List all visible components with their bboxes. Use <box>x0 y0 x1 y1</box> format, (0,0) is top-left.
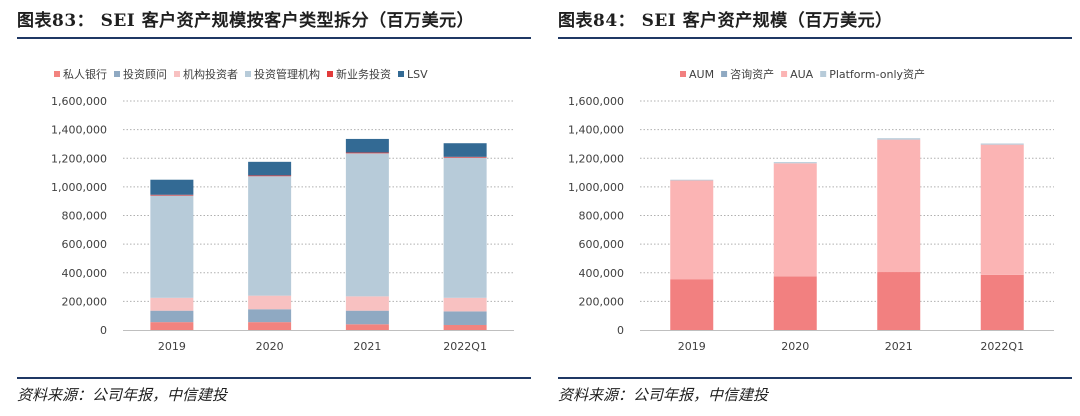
bar-segment <box>345 296 389 311</box>
chart-title: 图表83： SEI 客户资产规模按客户类型拆分（百万美元） <box>17 11 475 31</box>
source-rule <box>17 377 531 379</box>
legend-label: 机构投资者 <box>183 67 238 81</box>
y-tick-label: 200,000 <box>62 295 108 308</box>
bar-segment <box>248 309 292 323</box>
y-tick-label: 400,000 <box>579 267 625 280</box>
legend-label: AUM <box>689 68 714 81</box>
chart-panel-84: 图表84： SEI 客户资产规模（百万美元） 0 200,000 400,000 60… <box>558 0 1080 416</box>
bar-segment <box>443 324 487 330</box>
bar-segment <box>150 310 194 323</box>
y-tick-label: 400,000 <box>62 267 108 280</box>
y-tick-label: 600,000 <box>579 238 625 251</box>
legend-swatch <box>781 71 788 77</box>
bar-segment <box>980 143 1024 145</box>
bar-segment <box>877 272 921 330</box>
y-tick-label: 1,200,000 <box>568 152 624 165</box>
bar-segment <box>345 324 389 330</box>
source-note: 资料来源：公司年报，中信建投 <box>558 386 769 404</box>
y-tick-label: 600,000 <box>62 238 108 251</box>
bar-segment <box>877 138 921 140</box>
y-tick-label: 1,600,000 <box>568 95 624 108</box>
legend-swatch <box>54 71 60 77</box>
chart-title: 图表84： SEI 客户资产规模（百万美元） <box>558 11 893 31</box>
legend-swatch <box>327 71 333 77</box>
legend-label: 新业务投资 <box>336 67 391 81</box>
x-tick-label: 2019 <box>158 340 186 353</box>
bar-segment <box>150 195 194 298</box>
stacked-bar-chart-84: 0 200,000 400,000 600,000 800,000 1,000,000 1,… <box>568 67 1054 353</box>
bar-segment <box>443 157 487 298</box>
bar-segment <box>877 139 921 273</box>
y-tick-label: 0 <box>100 324 107 337</box>
y-tick-label: 200,000 <box>579 295 625 308</box>
y-tick-label: 1,000,000 <box>568 181 624 194</box>
x-tick-label: 2019 <box>678 340 706 353</box>
source-note: 资料来源：公司年报，中信建投 <box>17 386 228 404</box>
legend-swatch <box>174 71 180 77</box>
bar-segment <box>248 175 292 177</box>
bar-segment <box>773 163 817 277</box>
legend-swatch <box>245 71 251 77</box>
legend-swatch <box>114 71 120 77</box>
legend-swatch <box>721 71 728 77</box>
bar-segment <box>248 161 292 176</box>
bar-segment <box>980 274 1024 330</box>
bar-segment <box>248 176 292 296</box>
bar-segment <box>980 144 1024 275</box>
legend-label: AUA <box>790 68 814 81</box>
legend-swatch <box>398 71 404 77</box>
legend-swatch <box>820 71 827 77</box>
chart-panel-83: 图表83： SEI 客户资产规模按客户类型拆分（百万美元） 0 200,000 40… <box>17 0 539 416</box>
bar-segment <box>150 297 194 311</box>
x-tick-label: 2022Q1 <box>980 340 1024 353</box>
x-tick-label: 2021 <box>353 340 381 353</box>
bar-segment <box>345 138 389 153</box>
x-tick-label: 2022Q1 <box>443 340 487 353</box>
bar-segment <box>443 143 487 157</box>
x-tick-label: 2020 <box>781 340 809 353</box>
stacked-bar-chart-83: 0 200,000 400,000 600,000 800,000 1,000,000 1,… <box>51 67 514 353</box>
legend-label: Platform-only资产 <box>829 67 925 81</box>
bar-segment <box>443 311 487 325</box>
legend-label: 私人银行 <box>63 67 107 81</box>
x-tick-label: 2020 <box>256 340 284 353</box>
y-tick-label: 800,000 <box>62 210 108 223</box>
y-tick-label: 800,000 <box>579 210 625 223</box>
bar-segment <box>345 153 389 297</box>
bar-segment <box>150 179 194 195</box>
y-tick-label: 1,400,000 <box>51 124 107 137</box>
legend-label: 投资管理机构 <box>254 67 320 81</box>
title-rule <box>558 37 1072 39</box>
source-rule <box>558 377 1072 379</box>
bar-segment <box>670 180 714 280</box>
legend-label: LSV <box>407 68 428 81</box>
bar-segment <box>248 322 292 330</box>
title-rule <box>17 37 531 39</box>
bar-segment <box>150 322 194 330</box>
bar-segment <box>670 179 714 181</box>
x-tick-label: 2021 <box>885 340 913 353</box>
bar-segment <box>443 156 487 158</box>
bar-segment <box>345 310 389 325</box>
bar-segment <box>773 162 817 164</box>
y-tick-label: 1,400,000 <box>568 124 624 137</box>
bar-segment <box>670 279 714 330</box>
bar-segment <box>443 297 487 312</box>
legend-swatch <box>680 71 686 77</box>
y-tick-label: 0 <box>617 324 624 337</box>
bar-segment <box>248 295 292 310</box>
y-tick-label: 1,200,000 <box>51 152 107 165</box>
y-tick-label: 1,000,000 <box>51 181 107 194</box>
bar-segment <box>150 194 194 196</box>
bar-segment <box>773 276 817 330</box>
y-tick-label: 1,600,000 <box>51 95 107 108</box>
legend-label: 投资顾问 <box>123 67 167 81</box>
bar-segment <box>345 152 389 154</box>
legend-label: 咨询资产 <box>730 67 774 81</box>
